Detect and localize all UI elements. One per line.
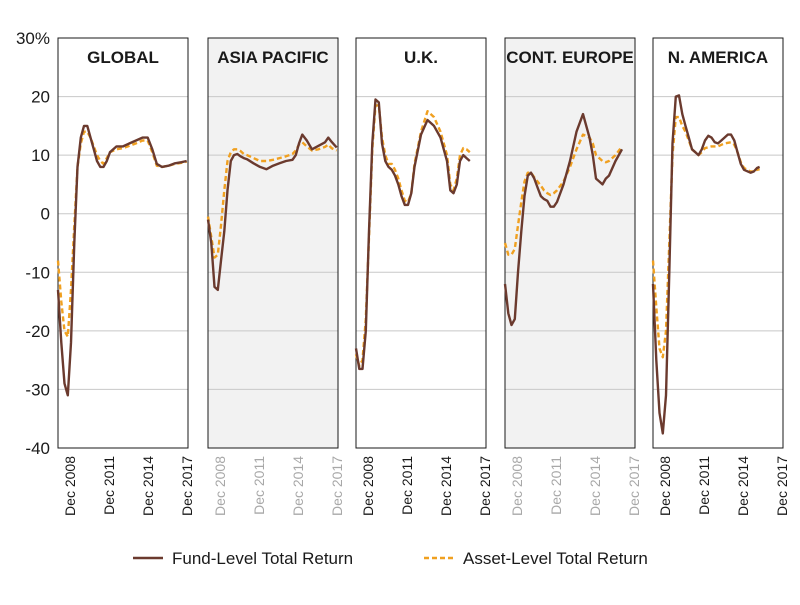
x-tick-label-4-3: Dec 2017 bbox=[774, 456, 790, 516]
x-tick-label-1-1: Dec 2011 bbox=[251, 456, 267, 515]
legend-label-asset: Asset-Level Total Return bbox=[463, 549, 648, 568]
x-tick-label-0-1: Dec 2011 bbox=[101, 456, 117, 515]
x-tick-label-0-3: Dec 2017 bbox=[179, 456, 195, 516]
x-tick-label-1-0: Dec 2008 bbox=[212, 456, 228, 516]
x-tick-label-0-0: Dec 2008 bbox=[62, 456, 78, 516]
y-tick-label-2: 10 bbox=[31, 146, 50, 165]
x-tick-label-2-0: Dec 2008 bbox=[360, 456, 376, 516]
panel-title-4: N. AMERICA bbox=[668, 48, 768, 67]
panel-title-2: U.K. bbox=[404, 48, 438, 67]
legend-label-fund: Fund-Level Total Return bbox=[172, 549, 353, 568]
x-tick-label-3-0: Dec 2008 bbox=[509, 456, 525, 516]
y-tick-label-5: -20 bbox=[25, 322, 50, 341]
x-tick-label-1-3: Dec 2017 bbox=[329, 456, 345, 516]
fund-return-line-1 bbox=[206, 133, 338, 292]
y-tick-label-3: 0 bbox=[41, 205, 50, 224]
panel-title-0: GLOBAL bbox=[87, 48, 159, 67]
fund-return-line-2 bbox=[354, 98, 471, 371]
panel-frame-0 bbox=[57, 37, 189, 449]
y-tick-label-6: -30 bbox=[25, 380, 50, 399]
x-tick-label-4-0: Dec 2008 bbox=[657, 456, 673, 516]
panel-frame-1 bbox=[207, 37, 339, 449]
x-tick-label-3-1: Dec 2011 bbox=[548, 456, 564, 515]
asset-return-line-1 bbox=[206, 141, 338, 259]
fund-return-line-4 bbox=[651, 94, 761, 435]
fund-return-line-0 bbox=[56, 124, 187, 397]
y-tick-label-0: 30% bbox=[16, 29, 50, 48]
x-tick-label-2-2: Dec 2014 bbox=[438, 456, 454, 516]
panel-background-3 bbox=[505, 38, 635, 448]
panel-title-1: ASIA PACIFIC bbox=[217, 48, 328, 67]
y-tick-label-1: 20 bbox=[31, 88, 50, 107]
x-tick-label-3-3: Dec 2017 bbox=[626, 456, 642, 516]
x-tick-label-1-2: Dec 2014 bbox=[290, 456, 306, 516]
panel-frame-4 bbox=[652, 37, 784, 449]
x-tick-label-3-2: Dec 2014 bbox=[587, 456, 603, 516]
asset-return-line-3 bbox=[503, 133, 623, 256]
panel-title-3: CONT. EUROPE bbox=[506, 48, 634, 67]
y-tick-label-4: -10 bbox=[25, 263, 50, 282]
x-tick-label-4-1: Dec 2011 bbox=[696, 456, 712, 515]
panel-background-1 bbox=[208, 38, 338, 448]
x-tick-label-2-3: Dec 2017 bbox=[477, 456, 493, 516]
x-tick-label-4-2: Dec 2014 bbox=[735, 456, 751, 516]
x-tick-label-2-1: Dec 2011 bbox=[399, 456, 415, 515]
x-tick-label-0-2: Dec 2014 bbox=[140, 456, 156, 516]
panel-frame-2 bbox=[355, 37, 487, 449]
y-tick-label-7: -40 bbox=[25, 439, 50, 458]
fund-return-line-3 bbox=[503, 112, 624, 327]
